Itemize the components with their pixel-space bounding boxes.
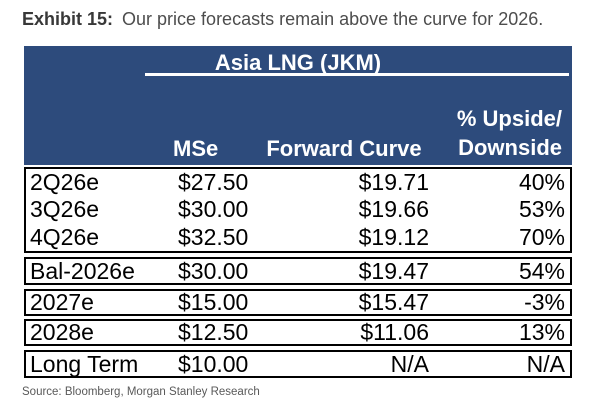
row-label: 2Q26e (30, 169, 100, 195)
source-note: Source: Bloomberg, Morgan Stanley Resear… (22, 386, 260, 398)
col-header-upside-downside: % Upside/ Downside (429, 104, 572, 162)
cell-upside: 40% (518, 169, 565, 195)
table-row: 4Q26e $32.50 $19.12 70% (26, 224, 570, 251)
table-row: 2028e $12.50 $11.06 13% (26, 321, 570, 344)
table-group-title: Asia LNG (JKM) (214, 50, 382, 75)
table-row: 2Q26e $27.50 $19.71 40% (26, 169, 570, 196)
row-label: 2027e (30, 289, 94, 315)
row-label: Long Term (30, 351, 139, 377)
cell-upside: N/A (526, 351, 565, 377)
cell-forward-curve: $19.12 (358, 223, 429, 250)
table-row: Long Term $10.00 N/A N/A (26, 352, 570, 376)
table-row: 2027e $15.00 $15.47 -3% (26, 291, 570, 314)
exhibit-title: Exhibit 15: Our price forecasts remain ab… (22, 9, 543, 30)
row-group-2027: 2027e $15.00 $15.47 -3% (24, 289, 572, 316)
col-header-upside-line1: % Upside/ (456, 106, 562, 131)
cell-forward-curve: $15.47 (358, 289, 429, 315)
cell-mse: $10.00 (178, 351, 249, 377)
cell-forward-curve: $11.06 (360, 319, 429, 345)
cell-upside: 53% (518, 196, 565, 223)
exhibit-caption: Our price forecasts remain above the cur… (122, 9, 544, 29)
column-header-row: MSe Forward Curve % Upside/ Downside (24, 104, 572, 162)
row-label: 2028e (30, 319, 94, 345)
cell-upside: 13% (518, 319, 565, 345)
cell-forward-curve: $19.47 (358, 258, 429, 284)
row-group-quarters: 2Q26e $27.50 $19.71 40% 3Q26e $30.00 $19… (24, 167, 572, 253)
band-underline (145, 73, 569, 76)
table-row: 3Q26e $30.00 $19.66 53% (26, 196, 570, 223)
table-row: Bal-2026e $30.00 $19.47 54% (26, 259, 570, 283)
cell-forward-curve: $19.66 (358, 196, 429, 223)
cell-mse: $15.00 (178, 289, 249, 315)
cell-mse: $27.50 (178, 169, 249, 195)
cell-mse: $32.50 (178, 223, 249, 250)
row-group-bal-2026: Bal-2026e $30.00 $19.47 54% (24, 257, 572, 285)
cell-upside: 54% (518, 258, 565, 284)
cell-forward-curve: N/A (390, 351, 429, 377)
row-label: 3Q26e (30, 196, 100, 223)
row-group-2028: 2028e $12.50 $11.06 13% (24, 319, 572, 346)
col-header-mse: MSe (173, 136, 219, 161)
cell-mse: $12.50 (178, 319, 249, 345)
row-label: Bal-2026e (30, 258, 135, 284)
cell-forward-curve: $19.71 (358, 169, 429, 195)
col-header-forward-curve: Forward Curve (266, 136, 422, 161)
cell-mse: $30.00 (178, 258, 249, 284)
col-header-upside-line2: Downside (458, 135, 562, 160)
table-header-band: Asia LNG (JKM) MSe Forward Curve % Upsid… (24, 46, 572, 165)
cell-mse: $30.00 (178, 196, 249, 223)
row-group-long-term: Long Term $10.00 N/A N/A (24, 350, 572, 378)
exhibit-label: Exhibit 15: (22, 9, 114, 29)
cell-upside: -3% (524, 289, 565, 315)
cell-upside: 70% (518, 223, 565, 250)
row-label: 4Q26e (30, 223, 100, 250)
